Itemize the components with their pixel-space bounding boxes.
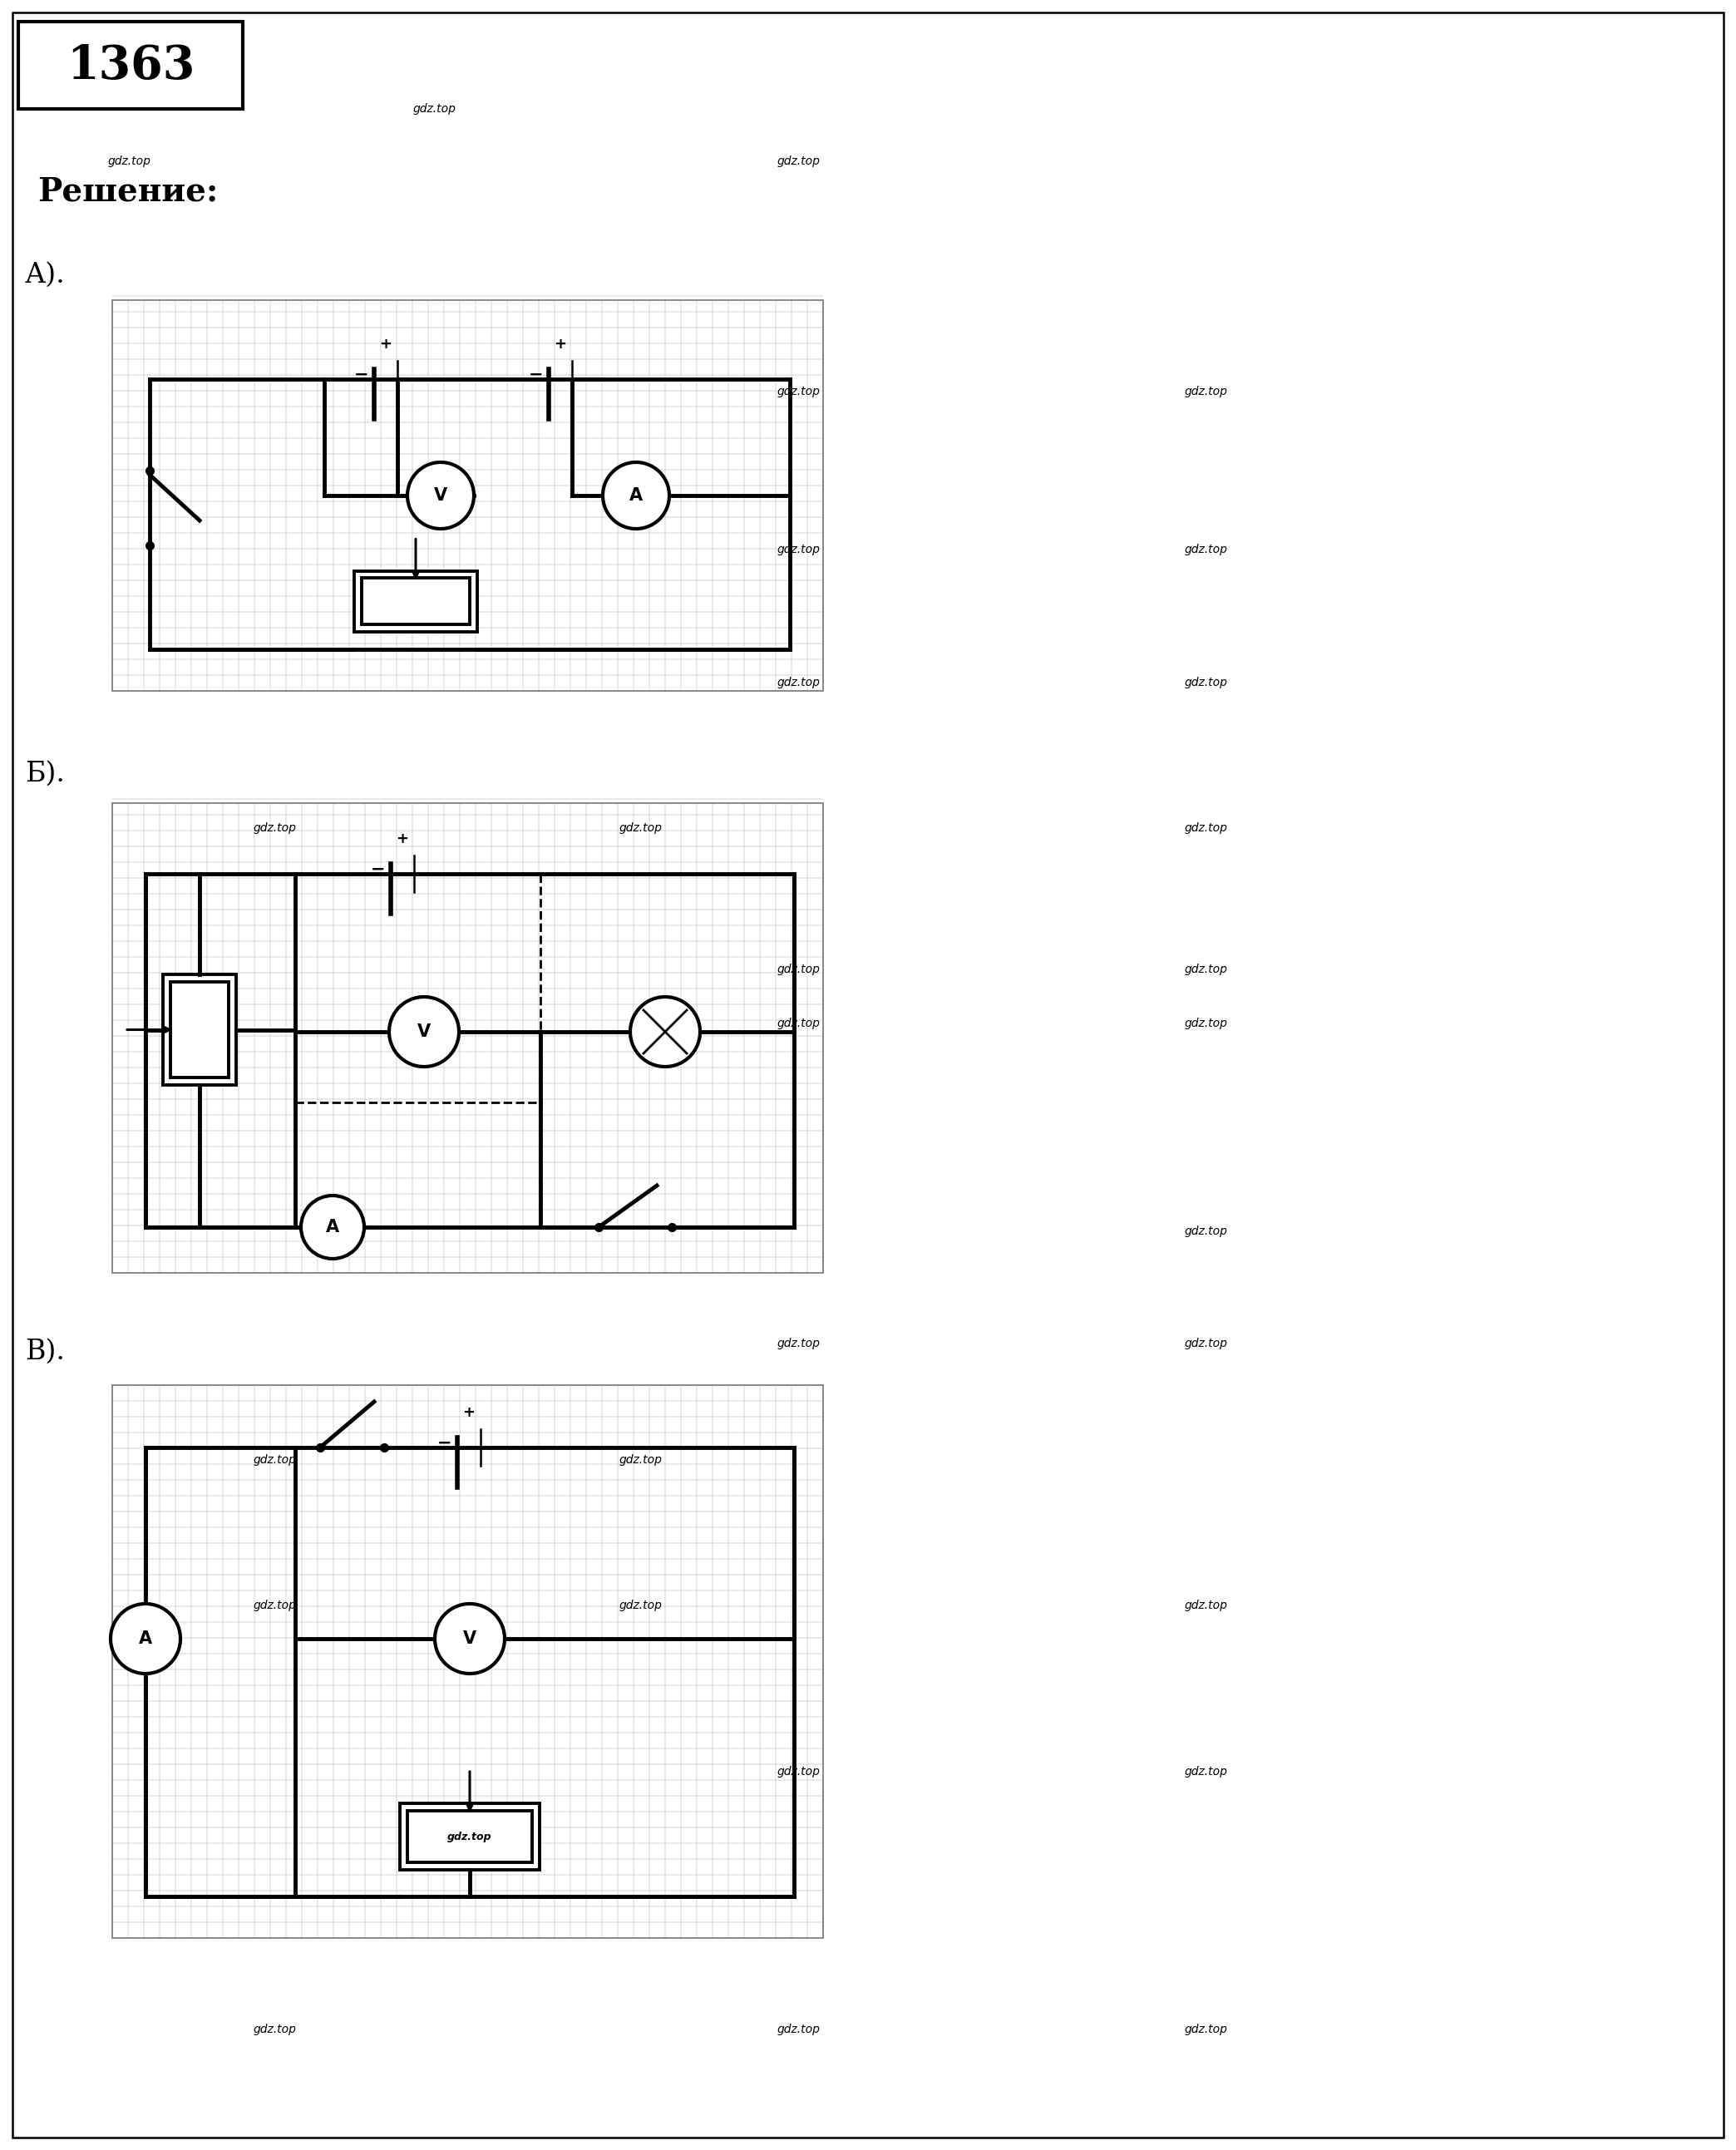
Bar [113, 301, 823, 690]
Text: A: A [139, 1630, 153, 1647]
Text: gdz.top: gdz.top [776, 1337, 819, 1350]
Circle shape [408, 462, 474, 529]
Bar [163, 974, 236, 1086]
Text: +: + [396, 832, 408, 847]
Text: gdz.top: gdz.top [618, 1600, 661, 1610]
Text: gdz.top: gdz.top [776, 385, 819, 398]
Circle shape [630, 998, 700, 1066]
Circle shape [389, 998, 458, 1066]
Bar [170, 983, 229, 1077]
Text: gdz.top: gdz.top [776, 1017, 819, 1030]
Text: gdz.top: gdz.top [1184, 1765, 1227, 1778]
Text: +: + [554, 338, 566, 353]
Bar [19, 22, 243, 110]
Circle shape [111, 1604, 181, 1673]
Text: gdz.top: gdz.top [1184, 821, 1227, 834]
Text: gdz.top: gdz.top [253, 2023, 295, 2036]
Text: gdz.top: gdz.top [776, 1765, 819, 1778]
Bar [354, 570, 477, 632]
Bar [295, 873, 540, 1103]
Text: gdz.top: gdz.top [1184, 1226, 1227, 1236]
Text: gdz.top: gdz.top [776, 155, 819, 168]
Text: Б).: Б). [24, 761, 64, 787]
Text: gdz.top: gdz.top [253, 821, 295, 834]
Text: V: V [417, 1023, 431, 1041]
Text: В).: В). [24, 1339, 64, 1365]
Text: A: A [630, 488, 642, 503]
Text: −: − [372, 862, 385, 877]
Text: −: − [437, 1434, 451, 1451]
Text: gdz.top: gdz.top [1184, 1337, 1227, 1350]
Text: −: − [354, 368, 370, 383]
Bar [113, 804, 823, 1273]
Text: +: + [380, 338, 392, 353]
Text: gdz.top: gdz.top [1184, 677, 1227, 688]
Text: −: − [529, 368, 543, 383]
Text: gdz.top: gdz.top [253, 1453, 295, 1466]
Text: 1363: 1363 [66, 43, 194, 88]
Text: gdz.top: gdz.top [108, 155, 151, 168]
Text: gdz.top: gdz.top [253, 1600, 295, 1610]
Text: V: V [434, 488, 448, 503]
Text: gdz.top: gdz.top [776, 544, 819, 555]
Bar [113, 1385, 823, 1937]
Circle shape [434, 1604, 505, 1673]
Bar [408, 1810, 533, 1862]
Text: gdz.top: gdz.top [1184, 963, 1227, 976]
Text: gdz.top: gdz.top [776, 2023, 819, 2036]
Text: gdz.top: gdz.top [1184, 1600, 1227, 1610]
Text: gdz.top: gdz.top [413, 103, 455, 114]
Text: А).: А). [24, 262, 66, 288]
Bar [361, 578, 470, 624]
Text: gdz.top: gdz.top [1184, 544, 1227, 555]
Text: +: + [464, 1406, 476, 1419]
Text: gdz.top: gdz.top [776, 963, 819, 976]
Circle shape [300, 1195, 365, 1258]
Circle shape [602, 462, 670, 529]
Bar [399, 1804, 540, 1871]
Text: gdz.top: gdz.top [1184, 385, 1227, 398]
Text: gdz.top: gdz.top [448, 1832, 491, 1843]
Text: gdz.top: gdz.top [618, 1453, 661, 1466]
Text: gdz.top: gdz.top [618, 821, 661, 834]
Text: A: A [326, 1219, 339, 1236]
Text: gdz.top: gdz.top [1184, 2023, 1227, 2036]
Text: V: V [464, 1630, 476, 1647]
Text: Решение:: Решение: [38, 176, 219, 209]
Text: gdz.top: gdz.top [1184, 1017, 1227, 1030]
Text: gdz.top: gdz.top [776, 677, 819, 688]
